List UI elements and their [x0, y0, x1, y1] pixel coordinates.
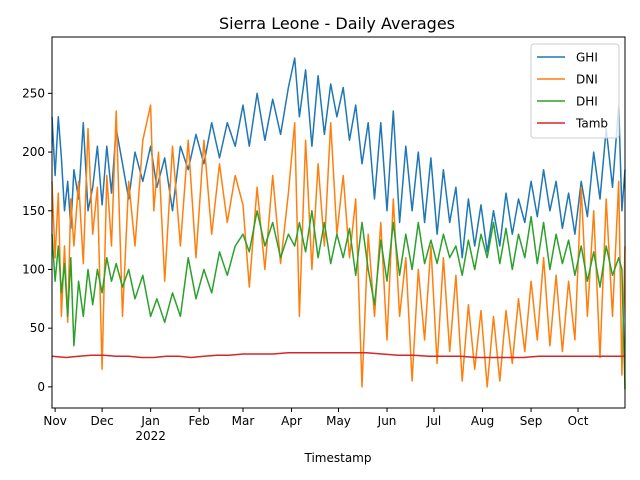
series-line-tamb: [51, 352, 625, 359]
y-tick-label: 0: [37, 380, 45, 394]
y-tick-label: 200: [22, 145, 45, 159]
x-tick-label: Aug: [471, 414, 494, 428]
x-tick-sublabel: 2022: [135, 429, 166, 443]
x-tick-label: Dec: [90, 414, 113, 428]
y-tick-label: 100: [22, 262, 45, 276]
x-tick-label: Sep: [520, 414, 543, 428]
x-tick-label: Nov: [43, 414, 66, 428]
y-tick-label: 150: [22, 204, 45, 218]
series-line-dni: [51, 104, 626, 388]
series-line-dhi: [51, 210, 626, 390]
y-axis: 0 50 100 150 200 250: [22, 86, 52, 394]
chart-title: Sierra Leone - Daily Averages: [219, 14, 455, 33]
x-tick-label: Mar: [232, 414, 255, 428]
x-tick-label: Jun: [377, 414, 397, 428]
plot-series: [51, 57, 626, 390]
x-tick-label: Jan: [140, 414, 160, 428]
x-axis-label: Timestamp: [304, 451, 372, 465]
x-tick-label: Feb: [189, 414, 210, 428]
legend-label: GHI: [576, 51, 598, 65]
x-tick-label: Apr: [281, 414, 302, 428]
legend-box: [530, 43, 620, 139]
x-tick-label: Oct: [568, 414, 589, 428]
y-tick-label: 50: [30, 321, 45, 335]
legend-label: Tamb: [575, 117, 608, 131]
x-tick-label: May: [326, 414, 351, 428]
legend-label: DHI: [576, 95, 598, 109]
y-tick-label: 250: [22, 86, 45, 100]
legend: GHI DNI DHI Tamb: [530, 43, 620, 139]
x-tick-label: Jul: [426, 414, 441, 428]
legend-label: DNI: [576, 73, 598, 87]
